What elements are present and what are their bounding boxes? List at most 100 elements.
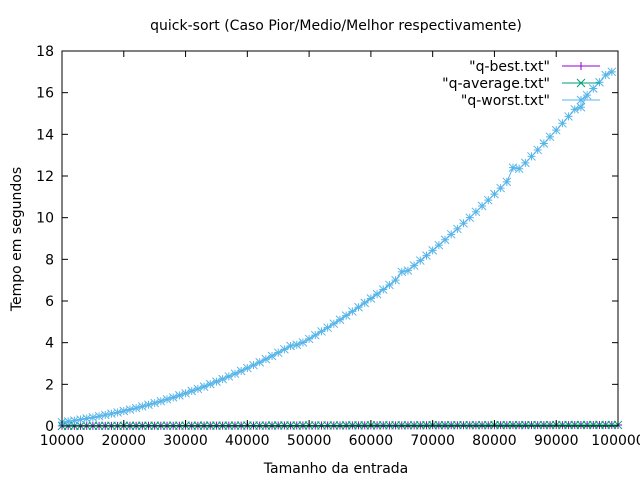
data-point (520, 420, 530, 430)
data-point (82, 414, 92, 423)
data-point (329, 319, 339, 329)
data-point (459, 218, 468, 228)
legend-marker (576, 78, 586, 88)
data-point (144, 400, 153, 410)
data-point (576, 420, 586, 430)
data-point (502, 420, 512, 430)
data-point (354, 421, 363, 430)
data-point (317, 421, 326, 430)
data-point (496, 420, 505, 430)
y-tick-label: 14 (36, 127, 54, 143)
data-point (453, 224, 462, 234)
data-point (490, 189, 499, 199)
data-point (440, 235, 450, 245)
data-point (588, 84, 598, 93)
data-point (323, 421, 332, 430)
data-point (348, 307, 357, 316)
data-point (218, 374, 227, 384)
legend-label: "q-best.txt" (469, 59, 550, 75)
x-tick-label: 100000 (591, 433, 640, 449)
data-point (162, 394, 172, 404)
data-point (329, 421, 339, 430)
data-point (558, 420, 567, 430)
data-point (558, 118, 567, 128)
data-point (422, 420, 431, 430)
x-tick-label: 60000 (349, 433, 394, 449)
data-point (434, 240, 444, 250)
data-point (76, 415, 85, 424)
data-point (576, 102, 586, 112)
data-point (582, 420, 592, 430)
data-point (527, 152, 536, 161)
data-point (317, 327, 326, 336)
data-point (137, 402, 147, 411)
data-point (372, 289, 382, 299)
data-point (63, 417, 73, 426)
data-point (446, 229, 456, 239)
y-tick-label: 18 (36, 44, 54, 60)
data-point (310, 330, 320, 340)
data-point (354, 302, 363, 312)
data-point (372, 421, 382, 430)
data-point (564, 112, 573, 121)
data-point (88, 413, 98, 422)
data-point (378, 420, 388, 430)
legend-label: "q-worst.txt" (461, 93, 550, 109)
data-point (601, 420, 610, 430)
data-point (533, 420, 543, 430)
data-point (391, 420, 400, 430)
y-tick-label: 4 (45, 336, 54, 352)
y-tick-label: 8 (45, 252, 54, 268)
data-point (224, 372, 234, 381)
data-point (477, 420, 487, 430)
y-tick-label: 6 (45, 294, 54, 310)
legend: "q-best.txt""q-average.txt""q-worst.txt" (442, 59, 600, 109)
data-point (545, 132, 555, 142)
data-point (385, 280, 394, 290)
data-point (335, 315, 345, 325)
data-point (570, 420, 580, 430)
data-point (273, 348, 283, 358)
data-point (545, 420, 555, 430)
data-point (595, 77, 604, 87)
data-point (267, 351, 277, 361)
x-tick-label: 20000 (102, 433, 147, 449)
x-tick-label: 90000 (534, 433, 579, 449)
data-point (508, 420, 518, 430)
data-point (508, 163, 518, 173)
data-point (212, 377, 221, 386)
data-point (459, 420, 468, 430)
data-point (286, 341, 295, 351)
y-tick-label: 12 (36, 169, 54, 185)
data-point (292, 421, 302, 430)
series-3 (57, 67, 617, 427)
data-point (409, 420, 419, 430)
data-point (465, 213, 475, 223)
data-point (496, 183, 505, 193)
data-point (403, 266, 413, 275)
x-tick-label: 50000 (287, 433, 332, 449)
data-point (175, 391, 184, 400)
series-line (61, 71, 613, 423)
data-point (514, 164, 524, 174)
y-tick-label: 10 (36, 211, 54, 227)
data-point (385, 420, 394, 430)
x-tick-label: 40000 (225, 433, 270, 449)
data-point (366, 294, 376, 303)
chart-title: quick-sort (Caso Pior/Medio/Melhor respe… (150, 18, 522, 34)
data-point (588, 420, 598, 430)
y-axis-label: Tempo em segundos (9, 167, 25, 312)
data-point (595, 420, 604, 430)
data-point (520, 158, 530, 168)
data-point (607, 420, 617, 430)
data-point (255, 357, 265, 367)
x-tick-label: 70000 (410, 433, 455, 449)
data-point (119, 406, 129, 416)
data-point (341, 421, 351, 430)
legend-marker (576, 95, 586, 105)
data-point (471, 207, 481, 217)
data-point (199, 382, 209, 391)
data-point (168, 393, 178, 402)
data-point (440, 420, 450, 430)
data-point (409, 261, 419, 270)
